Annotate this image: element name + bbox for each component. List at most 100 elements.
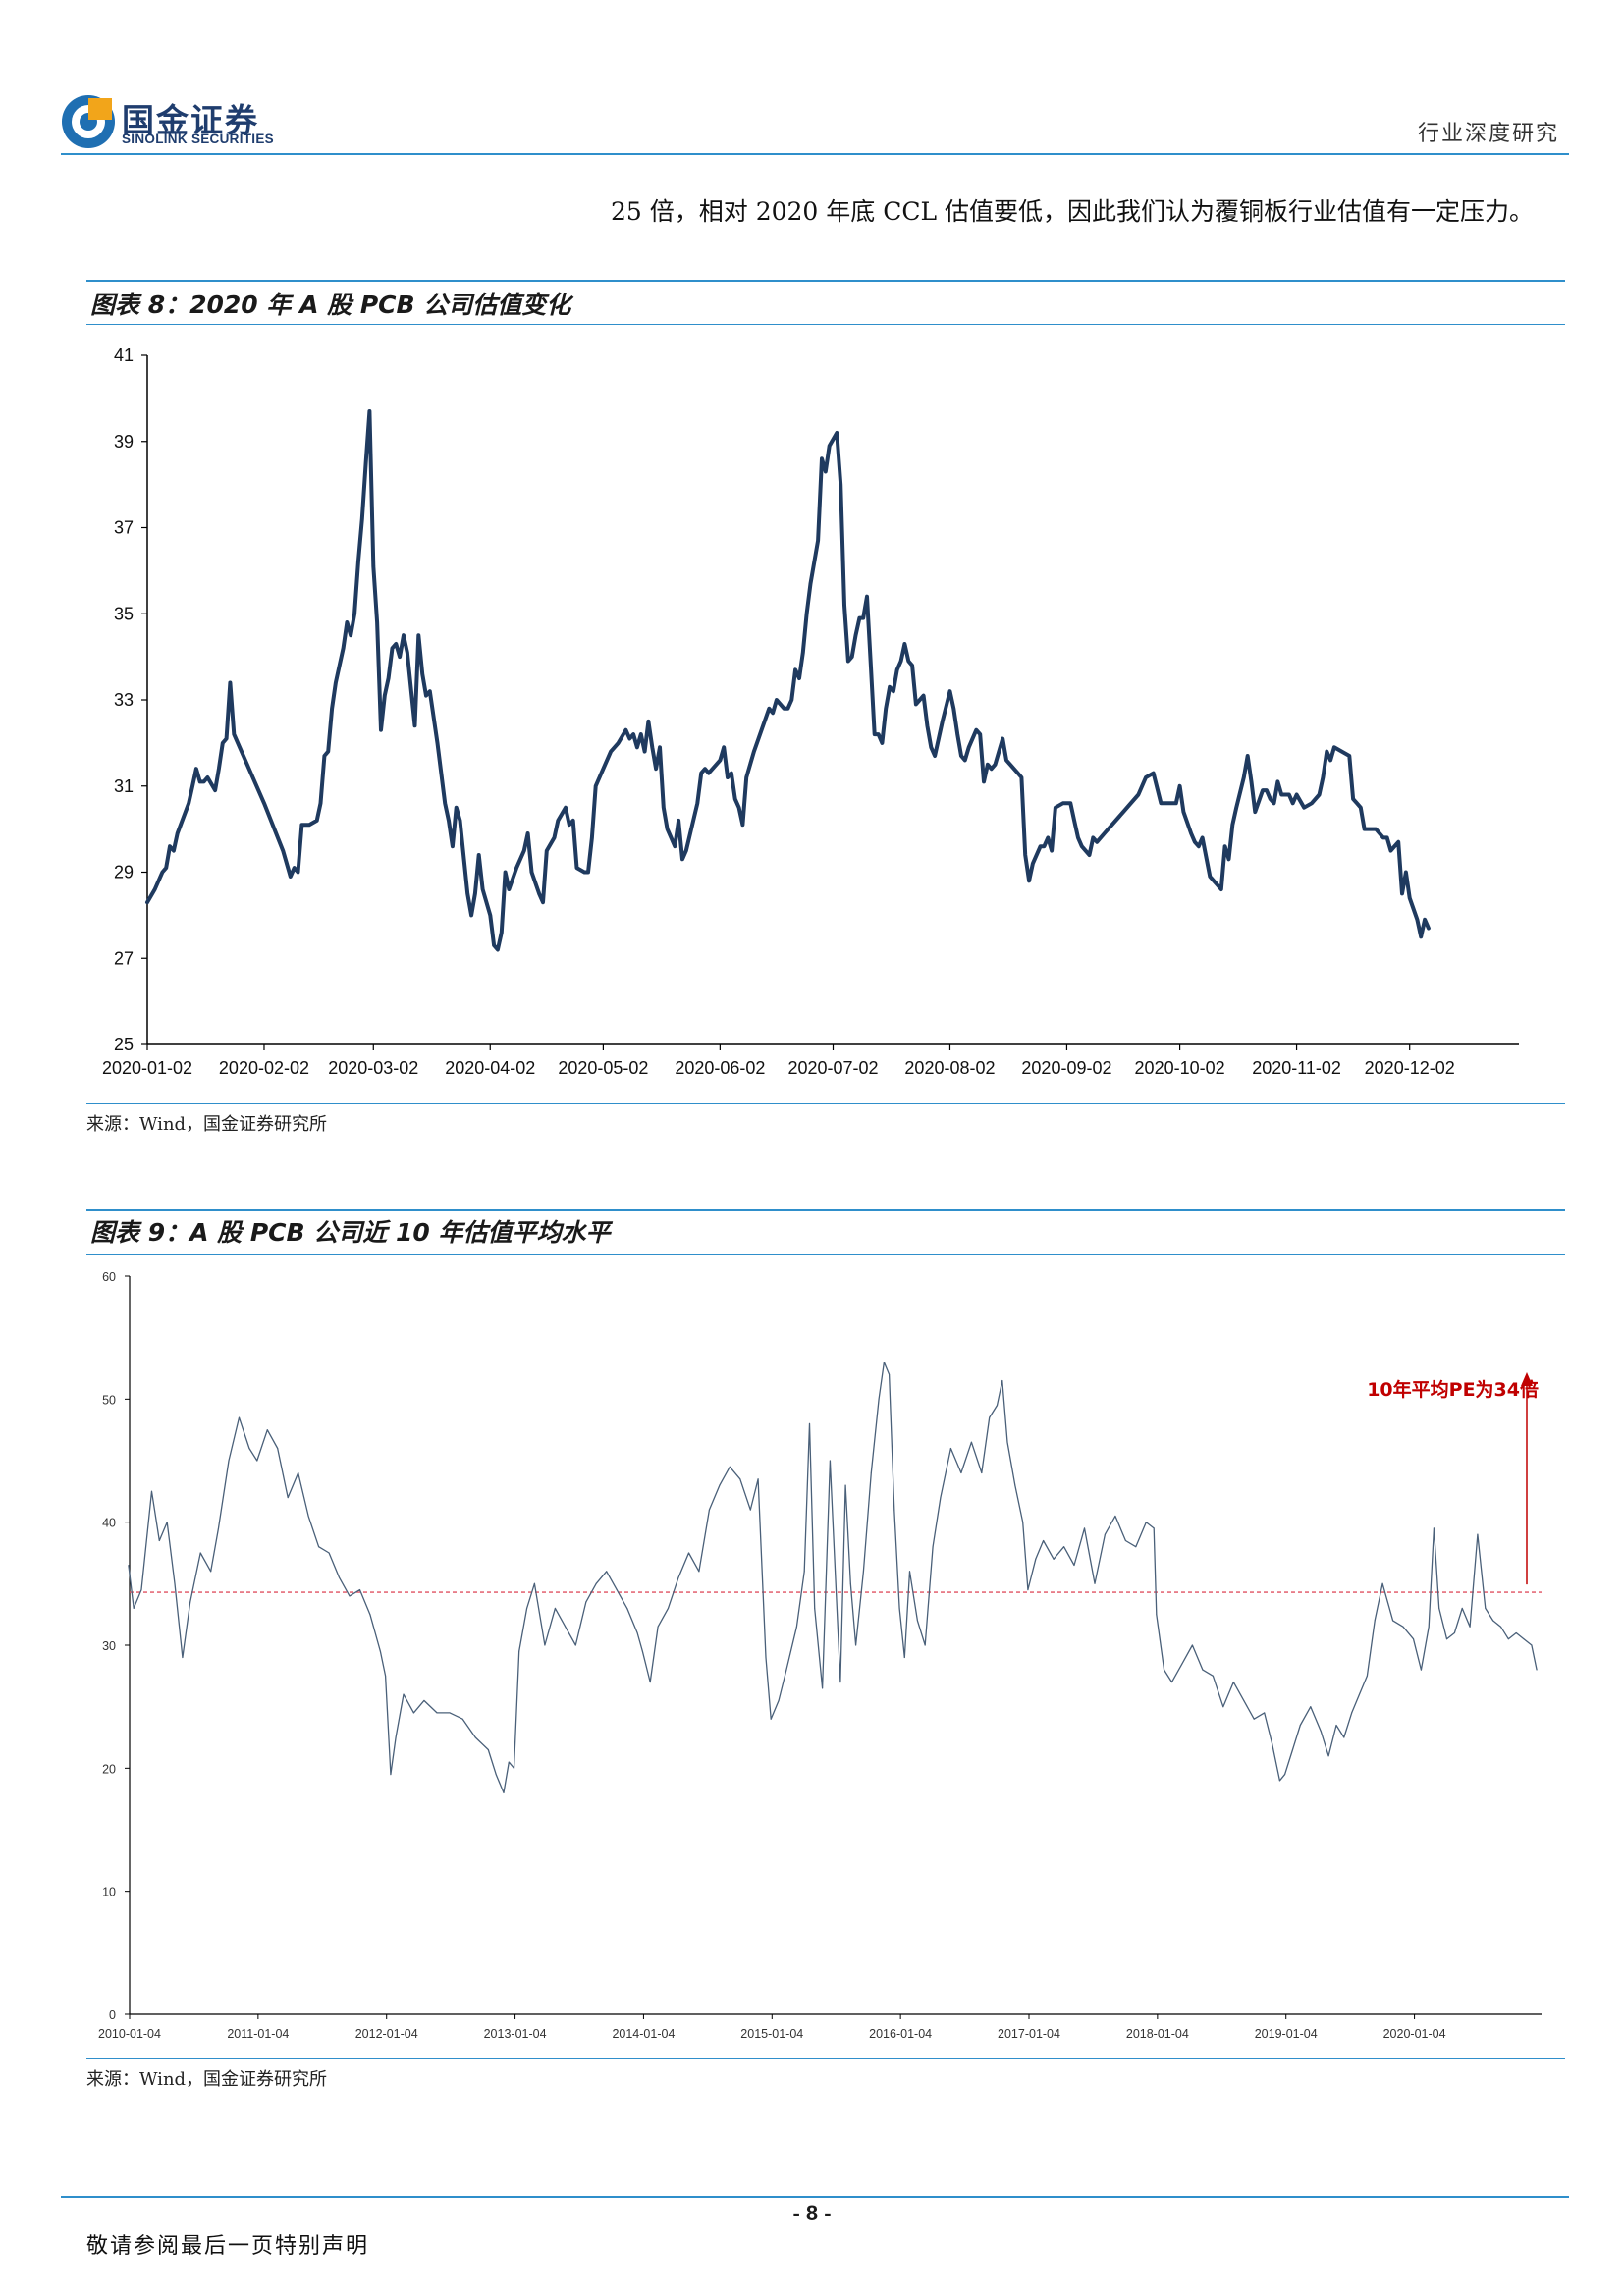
data-point: [572, 820, 574, 822]
figure-8-bottom-rule: [86, 1103, 1565, 1104]
data-point: [376, 621, 378, 623]
data-point: [222, 742, 224, 744]
data-point: [1153, 773, 1155, 774]
data-point: [940, 1497, 942, 1499]
data-point: [319, 802, 322, 804]
data-point: [1217, 884, 1218, 886]
data-point: [218, 768, 220, 770]
data-point: [226, 737, 228, 740]
data-point: [331, 708, 333, 710]
data-point: [1250, 780, 1253, 782]
data-point: [911, 665, 913, 667]
data-point: [851, 656, 853, 658]
data-point: [1024, 854, 1026, 856]
data-point: [960, 755, 962, 757]
data-point: [798, 677, 800, 679]
data-point: [406, 652, 408, 654]
data-point: [372, 565, 374, 567]
data-point: [835, 1571, 837, 1573]
data-point: [849, 1582, 851, 1584]
data-point: [1243, 776, 1245, 778]
data-point: [359, 1589, 360, 1591]
data-point: [738, 807, 740, 809]
data-point: [822, 1687, 824, 1689]
data-point: [956, 733, 958, 735]
data-point: [1220, 888, 1222, 890]
data-point: [1167, 802, 1169, 804]
x-tick-label: 2020-10-02: [1135, 1058, 1225, 1078]
data-point: [878, 1398, 880, 1400]
data-point: [343, 647, 345, 649]
data-point: [1005, 759, 1007, 761]
data-point: [1311, 802, 1313, 804]
data-point: [379, 1650, 381, 1652]
data-point: [1270, 798, 1272, 800]
data-point: [391, 647, 394, 649]
data-point: [256, 1460, 258, 1462]
data-point: [436, 1712, 438, 1714]
data-point: [862, 617, 864, 619]
data-point: [983, 780, 985, 782]
data-point: [399, 656, 401, 658]
data-point: [417, 634, 419, 636]
data-point: [1202, 836, 1204, 839]
data-point: [1209, 876, 1211, 878]
data-point: [158, 1540, 160, 1541]
data-point: [583, 871, 585, 874]
data-point: [585, 1601, 587, 1603]
data-point: [1202, 1669, 1204, 1671]
x-tick-label: 2020-04-02: [445, 1058, 535, 1078]
data-point: [1341, 751, 1343, 753]
data-point: [591, 836, 593, 839]
data-point: [287, 1497, 289, 1499]
data-point: [960, 1472, 962, 1473]
data-point: [380, 729, 382, 731]
data-point: [659, 746, 661, 748]
data-point: [140, 1589, 142, 1591]
data-point: [1492, 1620, 1494, 1622]
data-point: [1231, 824, 1233, 826]
figure-9-title-rule: [86, 1254, 1565, 1255]
data-point: [146, 901, 148, 903]
data-point: [628, 737, 630, 740]
data-point: [1278, 1780, 1280, 1782]
data-point: [1335, 1725, 1337, 1726]
data-point: [930, 746, 932, 748]
data-point: [1428, 927, 1430, 930]
data-point: [1507, 1638, 1509, 1640]
data-point: [821, 457, 823, 459]
data-point: [191, 785, 193, 787]
data-point: [745, 776, 747, 778]
data-point: [708, 773, 710, 774]
data-point: [1500, 1626, 1501, 1628]
data-point: [395, 643, 397, 645]
data-point: [1374, 1620, 1376, 1622]
x-tick-label: 2012-01-04: [355, 2027, 418, 2041]
data-point: [1392, 1620, 1394, 1622]
data-point: [365, 462, 367, 464]
data-point: [1254, 811, 1256, 813]
data-point: [900, 660, 902, 663]
data-point: [1096, 841, 1098, 843]
data-point: [1280, 793, 1282, 796]
data-point: [916, 1620, 918, 1622]
data-point: [1017, 773, 1019, 774]
data-point: [544, 1644, 546, 1646]
data-point: [489, 914, 491, 917]
data-point: [987, 764, 989, 766]
data-point: [1299, 1725, 1301, 1726]
data-point: [508, 888, 511, 890]
data-point: [700, 773, 702, 774]
data-point: [696, 802, 698, 804]
data-point: [677, 820, 679, 822]
data-point: [1343, 1736, 1345, 1738]
data-point: [1413, 1638, 1414, 1640]
data-point: [618, 742, 620, 744]
data-point: [606, 1571, 608, 1573]
data-point: [199, 1552, 201, 1554]
data-point: [677, 1576, 679, 1578]
data-point: [949, 1448, 951, 1449]
data-point: [1322, 776, 1324, 778]
data-point: [657, 1626, 659, 1628]
data-point: [1326, 751, 1327, 753]
